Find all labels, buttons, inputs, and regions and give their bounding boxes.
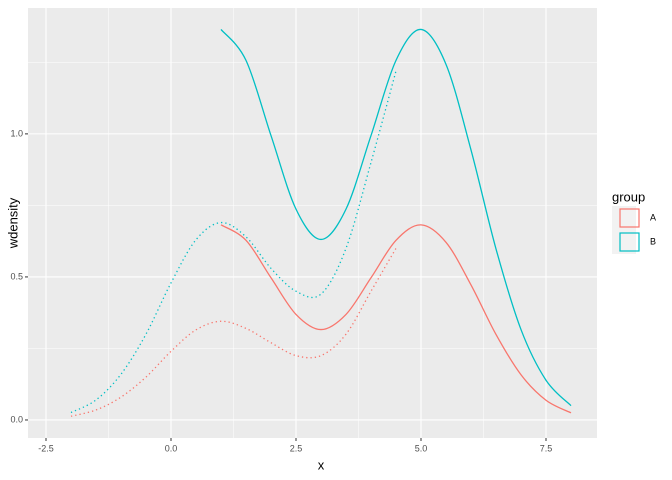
panel <box>28 8 597 438</box>
y-tick-label: 1.0 <box>10 128 23 138</box>
legend-key-bg <box>612 206 636 230</box>
x-tick-label: 2.5 <box>290 443 303 453</box>
density-line <box>70 247 397 417</box>
legend-key <box>619 208 640 228</box>
y-tick-label: 0.5 <box>10 271 23 281</box>
legend-key <box>619 232 640 252</box>
legend-key-bg <box>612 230 636 254</box>
x-axis-label: x <box>318 457 325 472</box>
legend-title: group <box>612 189 645 204</box>
x-tick-label: -2.5 <box>38 443 54 453</box>
x-tick-label: 0.0 <box>165 443 178 453</box>
density-line <box>220 28 572 407</box>
x-tick-label: 7.5 <box>540 443 553 453</box>
y-tick-label: 0.0 <box>10 414 23 424</box>
x-tick-label: 5.0 <box>415 443 428 453</box>
legend-label: A <box>650 212 656 222</box>
y-axis-label: wdensity <box>5 197 20 249</box>
legend-label: B <box>650 236 656 246</box>
density-line <box>220 224 572 414</box>
